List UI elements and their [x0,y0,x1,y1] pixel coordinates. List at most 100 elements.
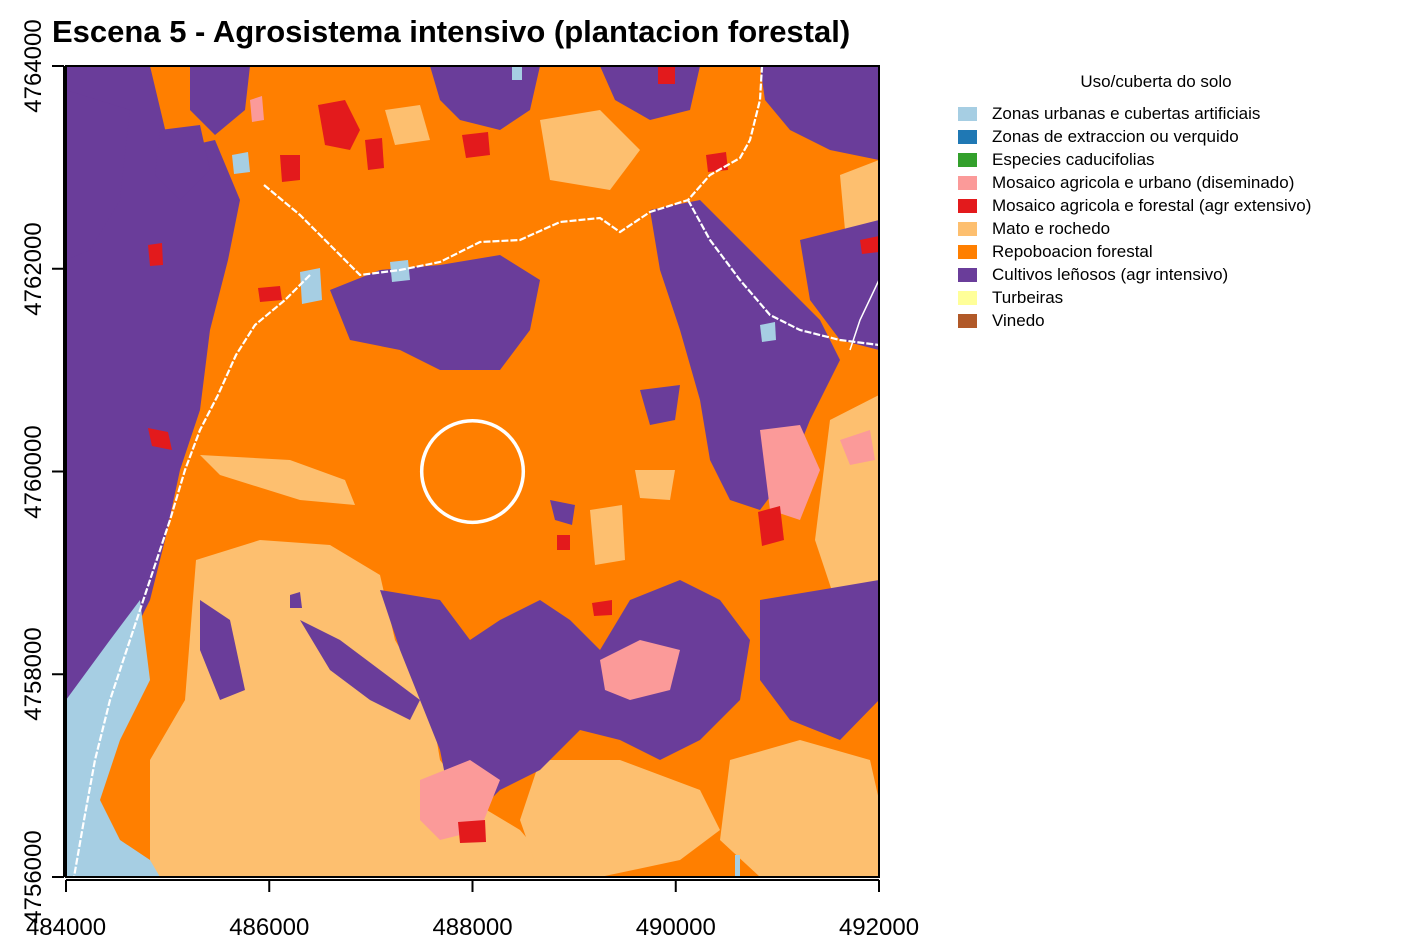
legend-swatch [958,106,977,121]
zone-mato-rochedo [635,470,675,500]
center-marker-circle [419,418,526,525]
x-tick-label: 490000 [635,914,716,941]
zone-zonas-urbanas [300,268,322,304]
y-tick-label: 4756000 [20,830,47,924]
zone-zonas-urbanas [232,152,250,174]
zone-mosaico-agricola-forestal [365,138,384,170]
zone-mosaico-agricola-forestal [280,155,300,182]
road-network [72,66,879,877]
zone-mosaico-agricola-forestal [318,100,360,150]
zone-mosaico-agricola-forestal [860,236,879,254]
road-line [72,274,311,877]
zone-cultivos-lenosos [760,580,879,740]
zone-cultivos-lenosos [190,66,250,135]
zone-cultivos-lenosos [290,592,302,608]
zone-mosaico-agricola-forestal [592,600,612,616]
zone-mosaico-agricola-forestal [557,535,570,550]
zone-mosaico-agricola-forestal [458,820,486,843]
legend-swatch [958,222,977,237]
zone-mosaico-agricola-forestal [462,132,490,158]
legend-item: Mosaico agricola e forestal (agr extensi… [958,194,1378,217]
zone-mosaico-agricola-urbano [250,96,264,122]
legend-item: Cultivos leñosos (agr intensivo) [958,264,1378,287]
road-line [849,279,879,351]
legend: Uso/cuberta do solo Zonas urbanas e cube… [958,72,1378,333]
legend-item: Mato e rochedo [958,217,1378,240]
legend-item: Zonas de extraccion ou verquido [958,125,1378,148]
legend-item: Turbeiras [958,287,1378,310]
y-tick-label: 4762000 [20,222,47,316]
legend-item: Repoboacion forestal [958,241,1378,264]
x-tick-label: 484000 [25,914,107,941]
zone-mosaico-agricola-forestal [148,428,172,450]
zone-mosaico-agricola-urbano [840,430,875,465]
zone-cultivos-lenosos [550,500,575,525]
plot-frame [65,65,880,878]
zone-cultivos-lenosos [66,90,130,260]
zone-mosaico-agricola-forestal [658,66,675,84]
zone-mato-rochedo [590,505,625,565]
zone-mato-rochedo [520,760,720,877]
zone-zonas-urbanas [760,322,776,342]
legend-label: Especies caducifolias [992,149,1155,169]
zone-cultivos-lenosos [430,66,540,130]
legend-swatch [958,314,977,329]
zone-mato-rochedo [840,160,879,240]
zone-cultivos-lenosos [155,125,210,200]
y-tick-label: 4764000 [20,19,47,113]
zone-mosaico-agricola-urbano [600,640,680,700]
x-tick-label: 488000 [432,914,513,941]
zone-cultivos-lenosos [640,385,680,425]
zone-mosaico-agricola-urbano [760,425,820,520]
zone-cultivos-lenosos [380,580,750,820]
legend-label: Vinedo [992,311,1045,331]
legend-items: Zonas urbanas e cubertas artificiais Zona… [958,102,1378,333]
legend-label: Cultivos leñosos (agr intensivo) [992,265,1229,285]
zone-mosaico-agricola-forestal [148,243,163,266]
y-axis-ticks [52,65,64,878]
zone-mosaico-agricola-forestal [758,506,784,546]
legend-swatch [958,291,977,306]
zone-mosaico-agricola-urbano [420,760,500,840]
legend-swatch [958,152,977,167]
zone-mosaico-agricola-forestal [706,152,728,172]
legend-swatch [958,268,977,283]
legend-swatch [958,129,977,144]
legend-swatch [958,245,977,260]
zone-cultivos-lenosos [760,66,879,160]
legend-label: Turbeiras [992,288,1064,308]
legend-label: Mosaico agricola e forestal (agr extensi… [992,195,1312,215]
zone-zonas-urbanas [66,600,160,877]
zone-mato-rochedo [720,740,879,877]
x-tick-label: 486000 [229,914,310,941]
x-axis-ticks [65,880,880,892]
legend-item: Especies caducifolias [958,148,1378,171]
legend-label: Mosaico agricola e urbano (diseminado) [992,172,1295,192]
zone-cultivos-lenosos [800,220,879,350]
zone-mato-rochedo [200,455,355,505]
legend-item: Vinedo [958,310,1378,333]
zone-cultivos-lenosos [330,255,540,370]
legend-swatch [958,175,977,190]
legend-item: Mosaico agricola e urbano (diseminado) [958,171,1378,194]
legend-label: Zonas de extraccion ou verquido [992,126,1239,146]
legend-label: Zonas urbanas e cubertas artificiais [992,103,1261,123]
y-tick-label: 4760000 [20,424,47,519]
zone-mato-rochedo [540,110,640,190]
zone-zonas-urbanas [512,66,522,80]
zone-mosaico-agricola-forestal [258,286,282,302]
legend-item: Zonas urbanas e cubertas artificiais [958,102,1378,125]
legend-title: Uso/cuberta do solo [1080,72,1232,91]
map-title: Escena 5 - Agrosistema intensivo (planta… [52,14,851,49]
zone-cultivos-lenosos [300,620,420,720]
road-line [263,66,764,277]
x-tick-label: 492000 [838,914,920,941]
zone-cultivos-lenosos [200,600,245,700]
legend-swatch [958,198,977,213]
road-line [687,199,879,347]
zone-zonas-urbanas [735,855,740,877]
legend-label: Mato e rochedo [992,219,1111,239]
legend-label: Repoboacion forestal [992,242,1153,262]
land-use-raster [66,66,879,877]
